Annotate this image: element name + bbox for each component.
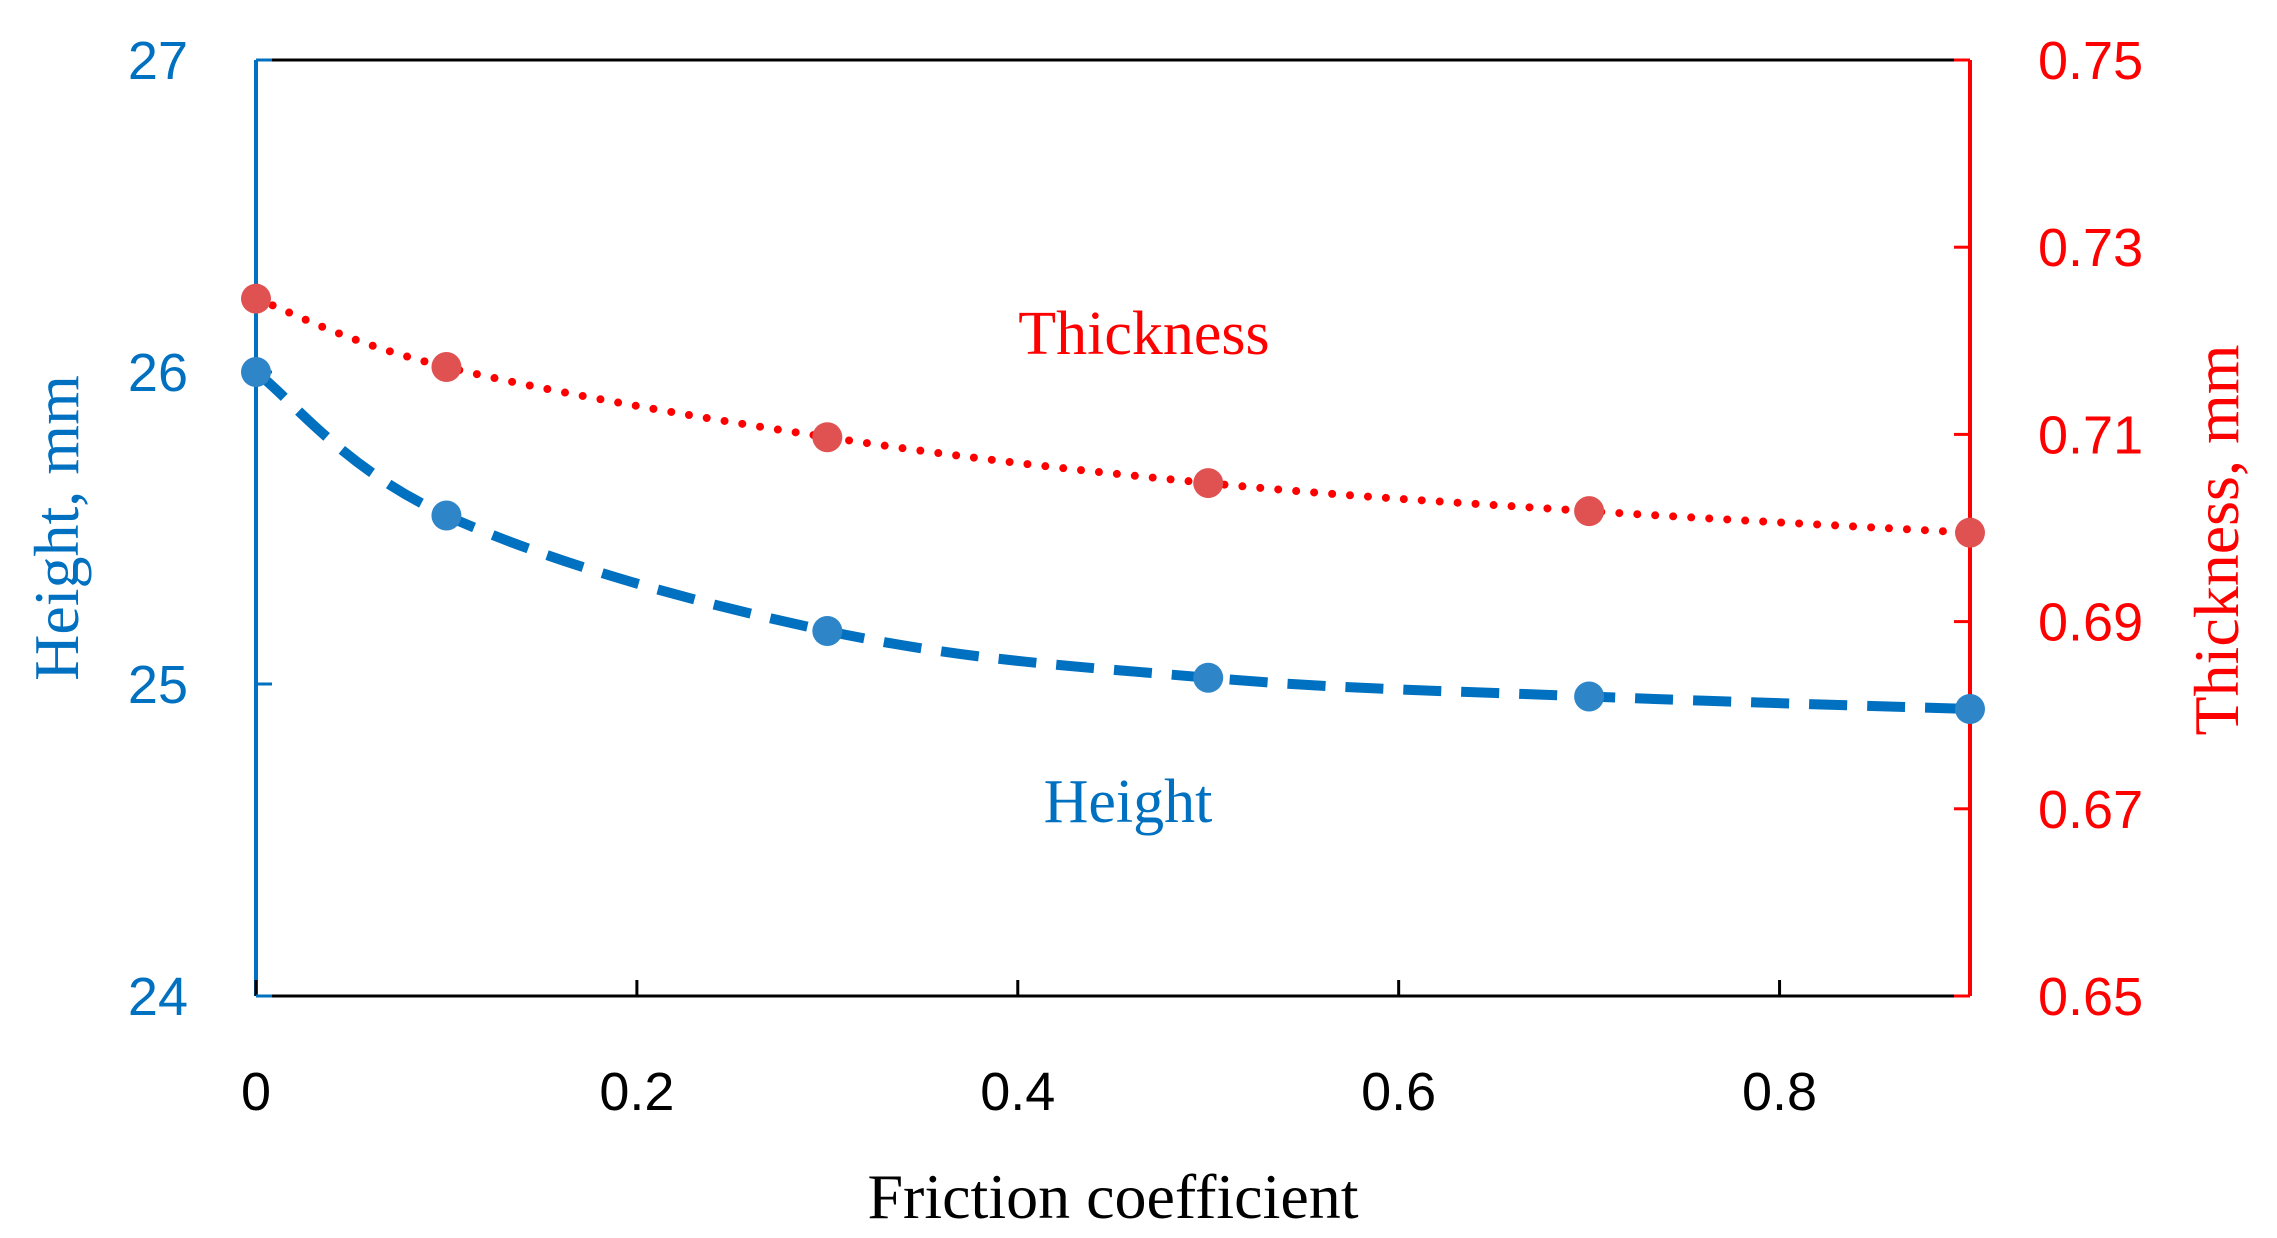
x-tick-label: 0.8	[1742, 1062, 1817, 1122]
right-axis-title: Thickness, mm	[2181, 344, 2252, 735]
height-data-point	[431, 500, 462, 531]
series-points	[241, 283, 1985, 724]
thickness-data-point	[1955, 517, 1985, 548]
annotation-height: Height	[1044, 768, 1213, 836]
right-tick-label: 0.65	[2038, 967, 2143, 1027]
thickness-data-point	[241, 283, 271, 314]
height-data-point	[241, 357, 271, 387]
height-data-point	[1574, 681, 1605, 712]
right-tick-label: 0.69	[2038, 593, 2143, 653]
x-axis-title: Friction coefficient	[867, 1161, 1358, 1232]
right-tick-label: 0.71	[2038, 405, 2143, 465]
right-tick-label: 0.75	[2038, 31, 2143, 91]
left-axis-title: Height, mm	[21, 375, 92, 681]
annotation-thickness: Thickness	[1018, 300, 1269, 368]
left-ticks: 24 25 26 27	[128, 31, 272, 1027]
x-ticks: 0 0.2 0.4 0.6 0.8	[241, 980, 1817, 1122]
height-data-point	[1193, 662, 1224, 693]
x-tick-label: 0.4	[980, 1062, 1055, 1122]
left-tick-label: 24	[128, 967, 188, 1027]
thickness-data-point	[431, 352, 462, 383]
thickness-data-point	[1574, 496, 1605, 527]
thickness-data-point	[1193, 468, 1224, 499]
left-tick-label: 26	[128, 343, 188, 403]
left-tick-label: 25	[128, 655, 188, 715]
x-tick-label: 0.2	[599, 1062, 674, 1122]
height-data-point	[812, 615, 843, 646]
right-tick-label: 0.73	[2038, 218, 2143, 278]
height-data-point	[1955, 693, 1985, 724]
thickness-series-line	[252, 294, 1974, 537]
right-ticks: 0.65 0.67 0.69 0.71 0.73 0.75	[1954, 31, 2143, 1027]
right-tick-label: 0.67	[2038, 780, 2143, 840]
left-tick-label: 27	[128, 31, 188, 91]
x-tick-label: 0	[241, 1062, 271, 1122]
thickness-data-point	[812, 422, 843, 453]
x-tick-label: 0.6	[1361, 1062, 1436, 1122]
